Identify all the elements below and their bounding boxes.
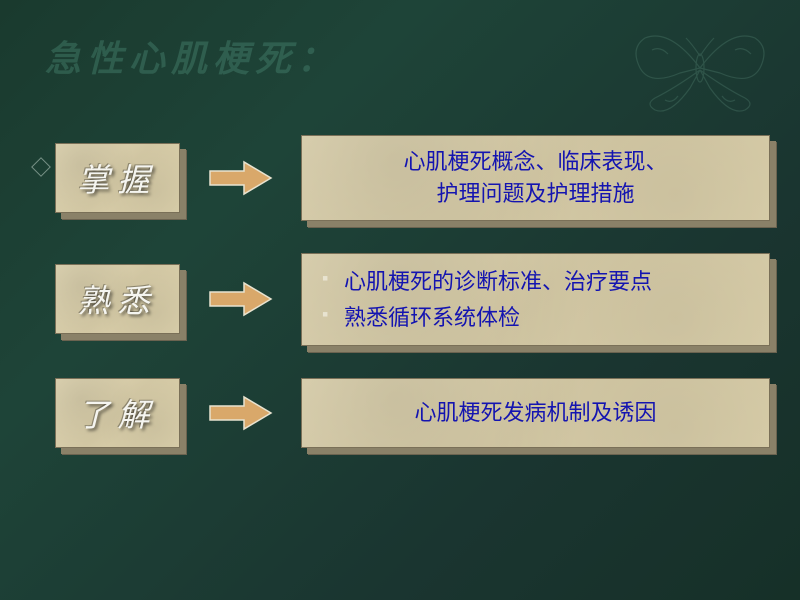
label-box-familiar: 熟悉 [55, 264, 180, 334]
label-box-understand: 了解 [55, 378, 180, 448]
bullet-diamond-icon [31, 157, 51, 177]
content-box-understand: 心肌梗死发病机制及诱因 [301, 378, 770, 448]
arrow-icon [208, 395, 273, 431]
content-box-familiar: 心肌梗死的诊断标准、治疗要点 熟悉循环系统体检 [301, 253, 770, 346]
list-item: 心肌梗死的诊断标准、治疗要点 [322, 265, 757, 298]
row-understand: 了解 心肌梗死发病机制及诱因 [55, 378, 770, 448]
content-text: 心肌梗死发病机制及诱因 [318, 397, 753, 429]
arrow-icon [208, 281, 273, 317]
slide-title: 急性心肌梗死： [45, 30, 339, 82]
content-list: 心肌梗死的诊断标准、治疗要点 熟悉循环系统体检 [314, 262, 757, 337]
content-text: 心肌梗死概念、临床表现、护理问题及护理措施 [318, 146, 753, 210]
arrow-icon [208, 160, 273, 196]
butterfly-decoration [620, 8, 780, 128]
row-familiar: 熟悉 心肌梗死的诊断标准、治疗要点 熟悉循环系统体检 [55, 253, 770, 346]
content-area: 掌握 心肌梗死概念、临床表现、护理问题及护理措施 熟悉 心肌梗死的诊断标准、治疗… [55, 135, 770, 480]
content-box-master: 心肌梗死概念、临床表现、护理问题及护理措施 [301, 135, 770, 221]
list-item: 熟悉循环系统体检 [322, 301, 757, 334]
row-master: 掌握 心肌梗死概念、临床表现、护理问题及护理措施 [55, 135, 770, 221]
label-box-master: 掌握 [55, 143, 180, 213]
